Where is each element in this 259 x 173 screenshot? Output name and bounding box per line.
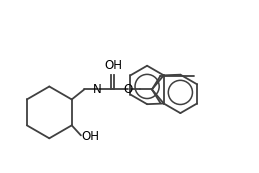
Text: N: N <box>92 83 101 96</box>
Text: OH: OH <box>82 130 100 143</box>
Text: OH: OH <box>104 59 123 72</box>
Text: O: O <box>123 83 132 96</box>
